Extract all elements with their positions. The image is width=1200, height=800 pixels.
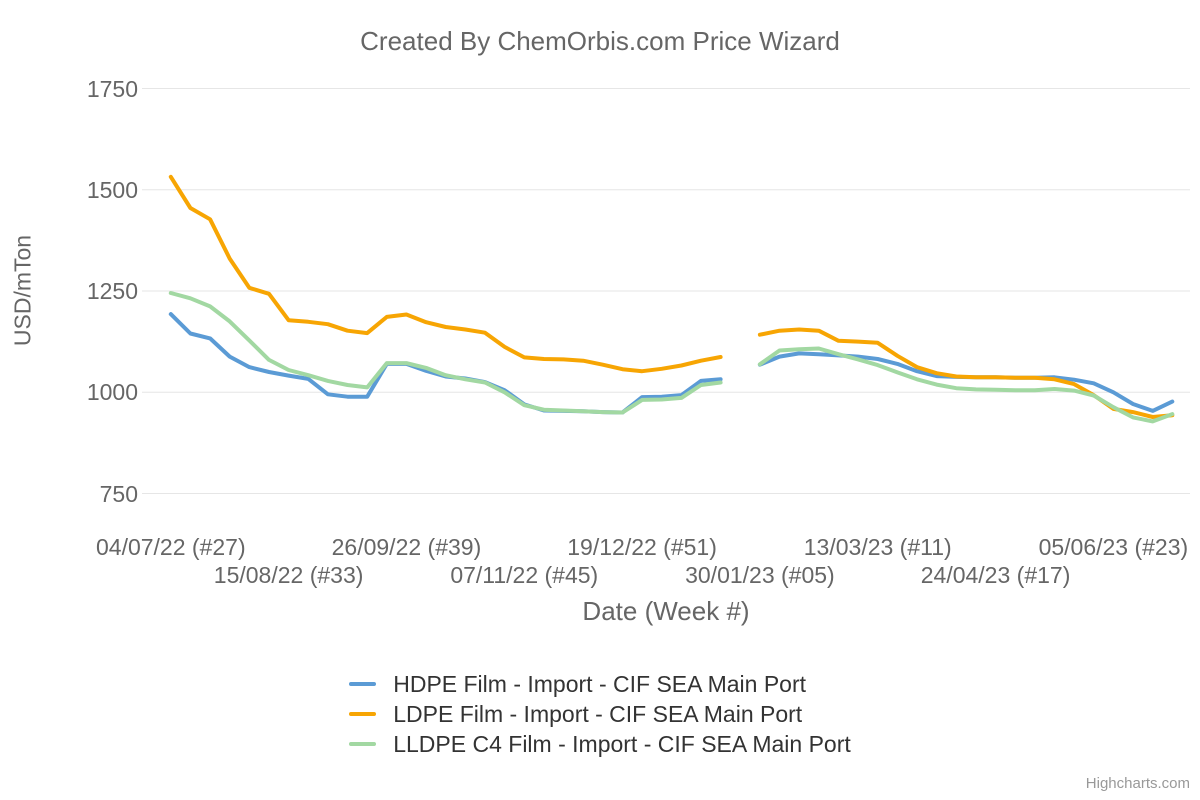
x-axis-title: Date (Week #)	[582, 596, 750, 626]
y-tick-label: 1000	[86, 379, 138, 406]
x-tick-label: 30/01/23 (#05)	[685, 562, 835, 588]
y-tick-label: 1750	[86, 75, 138, 102]
price-chart	[142, 88, 1190, 494]
series-line-3[interactable]	[168, 291, 1175, 424]
legend-line-icon	[349, 742, 377, 746]
chart-title: Created By ChemOrbis.com Price Wizard	[360, 26, 840, 56]
y-tick-label: 1500	[86, 176, 138, 203]
x-tick-label: 15/08/22 (#33)	[213, 562, 364, 588]
y-axis-title: USD/mTon	[9, 234, 36, 347]
legend-line-icon	[349, 712, 377, 716]
legend-item-1[interactable]: HDPE Film - Import - CIF SEA Main Port	[349, 669, 806, 699]
x-tick-label: 05/06/23 (#23)	[1038, 534, 1189, 560]
x-tick-label: 07/11/22 (#45)	[450, 562, 599, 588]
legend-item-2[interactable]: LDPE Film - Import - CIF SEA Main Port	[349, 699, 802, 729]
highcharts-credit-link[interactable]: Highcharts.com	[1085, 775, 1190, 792]
legend-item-label: LLDPE C4 Film - Import - CIF SEA Main Po…	[393, 731, 851, 757]
x-tick-label: 19/12/22 (#51)	[567, 534, 717, 560]
x-tick-label: 04/07/22 (#27)	[95, 534, 246, 560]
legend-item-3[interactable]: LLDPE C4 Film - Import - CIF SEA Main Po…	[349, 729, 851, 759]
x-tick-label: 26/09/22 (#39)	[331, 534, 482, 560]
legend-item-label: HDPE Film - Import - CIF SEA Main Port	[393, 671, 807, 697]
x-tick-label: 24/04/23 (#17)	[920, 562, 1071, 588]
legend-items: HDPE Film - Import - CIF SEA Main Port LD…	[349, 669, 851, 759]
legend-item-label: LDPE Film - Import - CIF SEA Main Port	[393, 701, 803, 727]
legend: HDPE Film - Import - CIF SEA Main Port LD…	[0, 669, 1200, 759]
y-tick-label: 1250	[86, 278, 138, 304]
legend-line-icon	[349, 682, 377, 686]
y-tick-label: 750	[99, 480, 138, 507]
x-tick-label: 13/03/23 (#11)	[803, 534, 952, 560]
